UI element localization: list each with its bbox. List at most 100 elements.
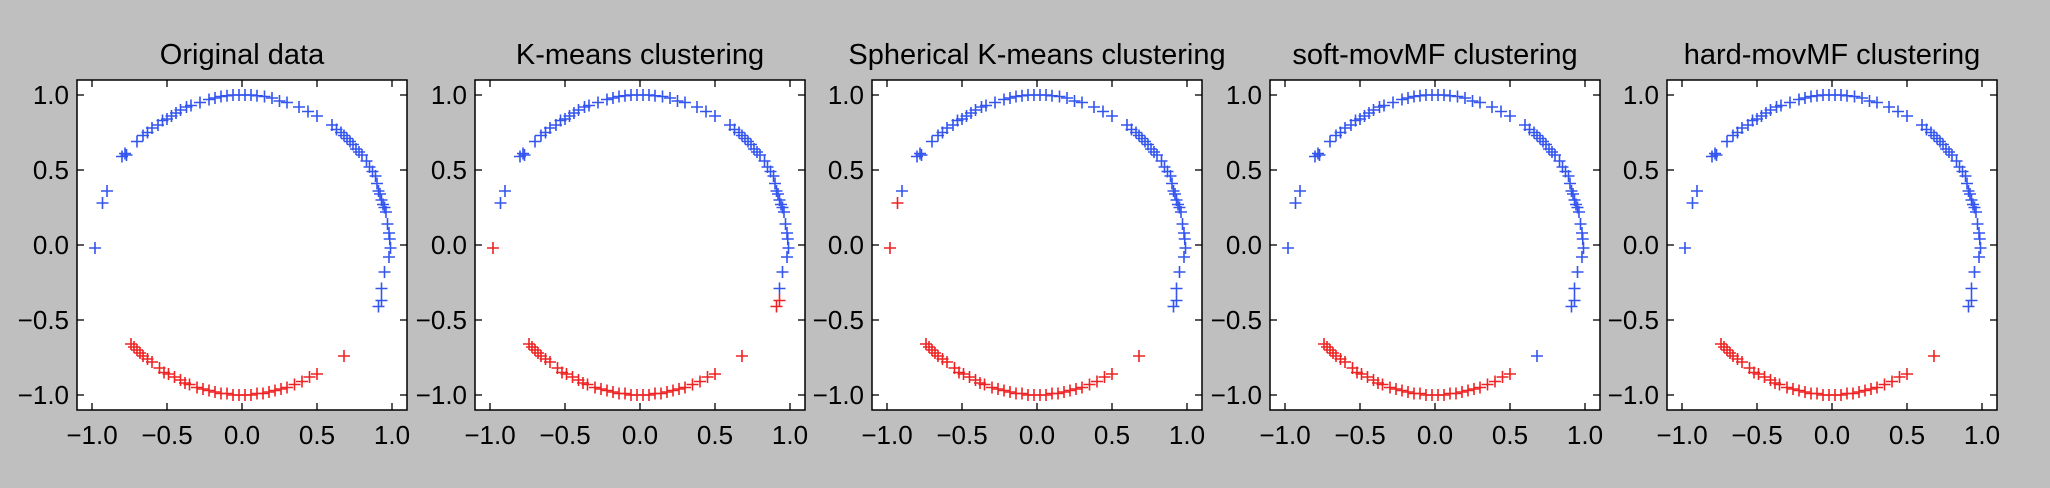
blue-point: [1537, 135, 1549, 148]
red-point: [281, 381, 293, 394]
red-point: [1481, 378, 1494, 391]
blue-point: [1543, 143, 1555, 155]
y-tick-label: 0.5: [431, 155, 467, 185]
blue-point: [335, 126, 347, 139]
blue-point: [1106, 110, 1118, 122]
x-tick-label: −1.0: [464, 420, 515, 450]
blue-point: [1970, 206, 1982, 218]
blue-point: [767, 170, 780, 182]
x-tick-label: 1.0: [1964, 420, 2000, 450]
x-tick-label: 0.5: [299, 420, 335, 450]
red-point: [269, 384, 281, 397]
red-point: [1098, 371, 1111, 383]
red-point: [523, 338, 535, 350]
x-tick-label: 0.5: [697, 420, 733, 450]
blue-point: [773, 282, 786, 295]
red-point: [162, 368, 175, 380]
red-point: [736, 350, 748, 362]
blue-point: [1553, 155, 1566, 167]
y-tick-label: 0.5: [1226, 155, 1262, 185]
red-point: [303, 371, 316, 383]
red-point: [1376, 378, 1389, 391]
blue-point: [782, 242, 795, 254]
red-point: [701, 371, 714, 383]
blue-point: [374, 188, 386, 200]
red-point: [197, 383, 209, 395]
red-point: [589, 381, 601, 394]
blue-point: [311, 110, 323, 122]
red-point: [1886, 375, 1898, 388]
blue-point: [601, 93, 613, 106]
y-tick-label: −1.0: [416, 380, 467, 410]
red-point: [1004, 386, 1016, 398]
red-point: [643, 389, 655, 401]
blue-point: [1474, 96, 1486, 109]
blue-point: [1068, 95, 1081, 107]
blue-point: [1679, 242, 1691, 254]
x-tick-label: −0.5: [141, 420, 192, 450]
red-point: [560, 368, 573, 380]
blue-point: [273, 95, 286, 107]
red-point: [1064, 384, 1076, 397]
blue-point: [980, 99, 992, 112]
x-tick-label: 0.0: [1814, 420, 1850, 450]
blue-point: [778, 206, 790, 218]
blue-point: [1172, 198, 1184, 211]
blue-point: [691, 101, 703, 113]
blue-point: [1931, 132, 1943, 145]
red-point: [1758, 371, 1771, 383]
blue-point: [146, 122, 158, 134]
red-point: [595, 383, 607, 395]
blue-point: [1312, 147, 1324, 160]
red-point: [601, 384, 613, 397]
red-point: [1456, 386, 1468, 398]
blue-point: [914, 147, 926, 160]
blue-point: [350, 143, 362, 155]
blue-point: [1170, 294, 1183, 307]
blue-point: [1784, 96, 1796, 109]
plot-area: [474, 79, 806, 411]
red-point: [209, 386, 221, 398]
blue-point: [1528, 126, 1540, 139]
blue-point: [203, 93, 215, 106]
blue-point: [592, 96, 604, 109]
panel-4: soft-movMF clustering −1.0 −0.5 0.0 0.5 1.0 −1…: [1211, 39, 1603, 450]
blue-point: [360, 155, 373, 167]
red-point: [245, 389, 257, 401]
blue-point: [1324, 135, 1336, 148]
y-tick-label: −0.5: [813, 305, 864, 335]
red-point: [1781, 381, 1793, 394]
blue-point: [1950, 155, 1963, 167]
y-tick-label: 0.5: [828, 155, 864, 185]
y-tick-label: −1.0: [813, 380, 864, 410]
blue-point: [709, 110, 721, 122]
red-point: [694, 375, 706, 388]
red-point: [1052, 387, 1064, 400]
blue-point: [1167, 185, 1180, 197]
blue-point: [1686, 197, 1699, 209]
x-tick-label: 1.0: [772, 420, 808, 450]
red-point: [1324, 344, 1336, 356]
blue-point: [607, 92, 619, 104]
red-point: [1396, 384, 1408, 397]
blue-point: [1775, 99, 1787, 112]
blue-point: [1691, 185, 1703, 197]
x-tick-label: 0.0: [622, 420, 658, 450]
blue-point: [1097, 105, 1109, 118]
red-point: [1361, 371, 1374, 383]
blue-point: [1486, 101, 1498, 113]
blue-point: [380, 206, 392, 218]
red-point: [686, 378, 699, 391]
red-point: [1384, 381, 1396, 394]
red-point: [957, 368, 970, 380]
blue-point: [174, 104, 187, 116]
red-point: [1715, 338, 1727, 350]
blue-point: [1971, 218, 1984, 230]
red-point: [986, 381, 998, 394]
blue-point: [1531, 129, 1543, 142]
red-point: [128, 341, 140, 353]
red-point: [891, 197, 904, 209]
blue-point: [1167, 300, 1180, 313]
blue-point: [1928, 129, 1940, 142]
red-point: [1083, 378, 1096, 391]
